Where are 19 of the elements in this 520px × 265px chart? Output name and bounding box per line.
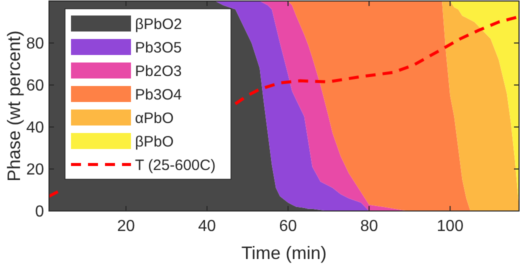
- x-tick-label: 40: [198, 218, 216, 235]
- y-tick-label: 60: [26, 78, 44, 95]
- legend-label: βPbO: [135, 133, 174, 150]
- y-tick-label: 40: [26, 120, 44, 137]
- x-axis-title: Time (min): [241, 243, 327, 263]
- y-tick-label: 80: [26, 36, 44, 53]
- x-tick-label: 60: [279, 218, 298, 235]
- legend-label: Pb3O4: [135, 86, 182, 104]
- legend-label: Pb3O5: [135, 39, 182, 56]
- y-tick-label: 0: [35, 204, 44, 221]
- legend-label: T (25-600C): [135, 156, 216, 174]
- legend-label: Pb2O3: [135, 62, 182, 80]
- x-tick-label: 80: [360, 218, 378, 235]
- y-axis-title: Phase (wt percent): [4, 30, 24, 182]
- x-tick-label: 20: [117, 218, 135, 235]
- legend-label: βPbO2: [135, 16, 182, 33]
- x-tick-label: 100: [436, 218, 464, 235]
- legend-label: αPbO: [135, 110, 174, 127]
- y-tick-label: 20: [26, 162, 44, 179]
